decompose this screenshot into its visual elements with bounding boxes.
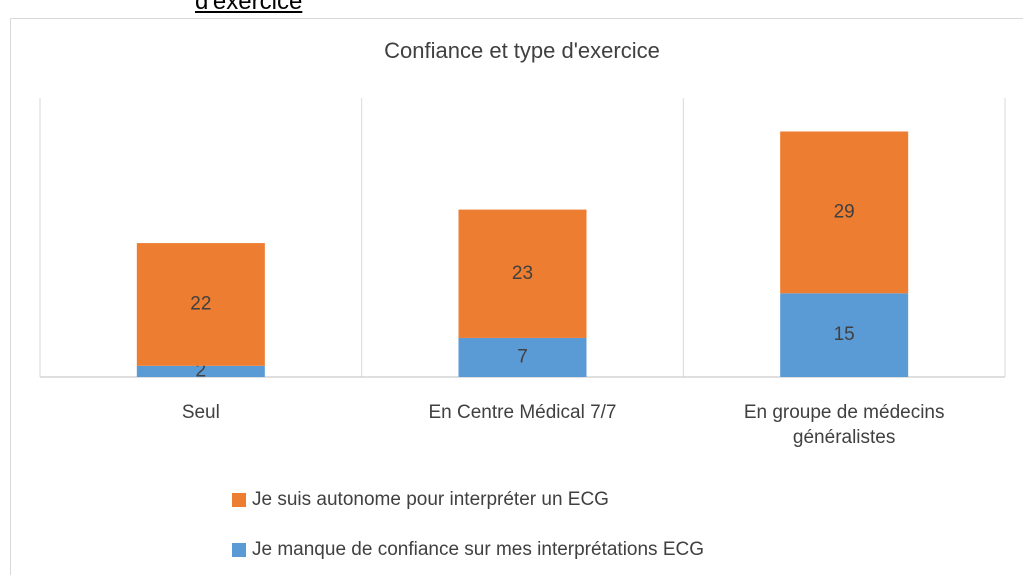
bar-segment <box>458 337 587 377</box>
chart-border <box>10 18 1023 575</box>
bar-segment <box>780 131 909 294</box>
data-label: 7 <box>517 346 528 367</box>
data-label: 15 <box>834 324 855 345</box>
bar-segment <box>136 365 265 377</box>
bar-segment <box>136 243 265 366</box>
x-tick-label: En Centre Médical 7/7 <box>428 402 617 423</box>
data-label: 23 <box>512 263 533 284</box>
legend-label: Je manque de confiance sur mes interprét… <box>252 539 704 560</box>
data-label: 22 <box>190 293 211 314</box>
bar-segment <box>780 293 909 377</box>
data-label: 2 <box>196 360 207 381</box>
heading-fragment: d'exercice <box>195 0 303 15</box>
x-tick-label: En groupe de médecins généralistes <box>743 402 945 448</box>
chart-title: Confiance et type d'exercice <box>384 38 660 63</box>
data-label: 29 <box>834 201 855 222</box>
bar-segment <box>458 209 587 338</box>
legend-swatch <box>232 493 246 507</box>
x-tick-label: Seul <box>181 402 220 423</box>
legend-label: Je suis autonome pour interpréter un ECG <box>252 489 609 510</box>
legend-swatch <box>232 543 246 557</box>
